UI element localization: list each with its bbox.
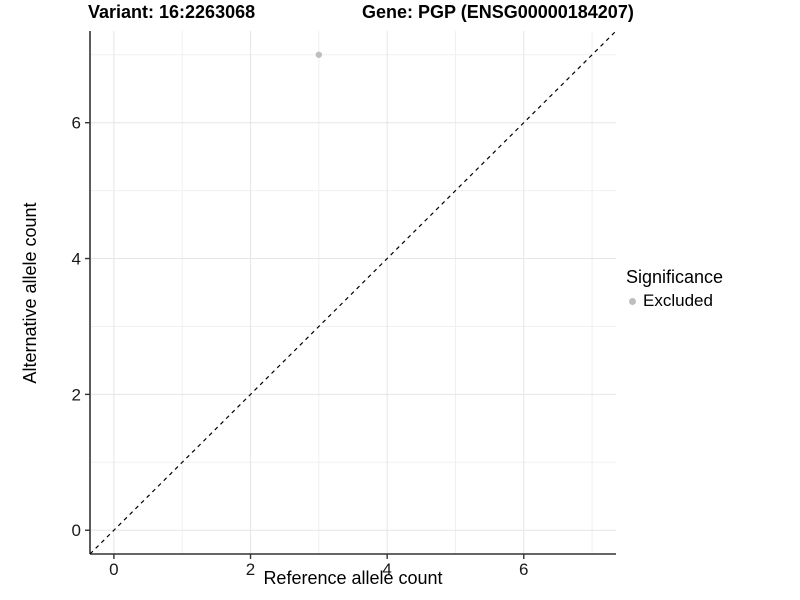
legend-item-excluded: Excluded — [626, 291, 723, 311]
plot-title-variant: Variant: 16:2263068 — [88, 2, 256, 22]
legend-item-label: Excluded — [643, 291, 713, 310]
x-tick-label: 2 — [246, 560, 255, 579]
y-tick-label: 4 — [72, 250, 81, 269]
x-tick-label: 0 — [109, 560, 118, 579]
identity-line — [89, 30, 617, 555]
y-tick-label: 6 — [72, 114, 81, 133]
y-axis-title: Alternative allele count — [20, 202, 40, 384]
plot-title-gene: Gene: PGP (ENSG00000184207) — [362, 2, 634, 22]
legend: Significance Excluded — [626, 266, 723, 311]
legend-title: Significance — [626, 267, 724, 287]
legend-point-icon — [629, 297, 636, 305]
y-tick-label: 0 — [72, 521, 81, 540]
y-tick-label: 2 — [72, 385, 81, 404]
x-axis-title: Reference allele count — [263, 568, 443, 588]
data-point — [315, 51, 323, 58]
x-tick-label: 4 — [382, 560, 391, 579]
x-tick-label: 6 — [519, 560, 528, 579]
